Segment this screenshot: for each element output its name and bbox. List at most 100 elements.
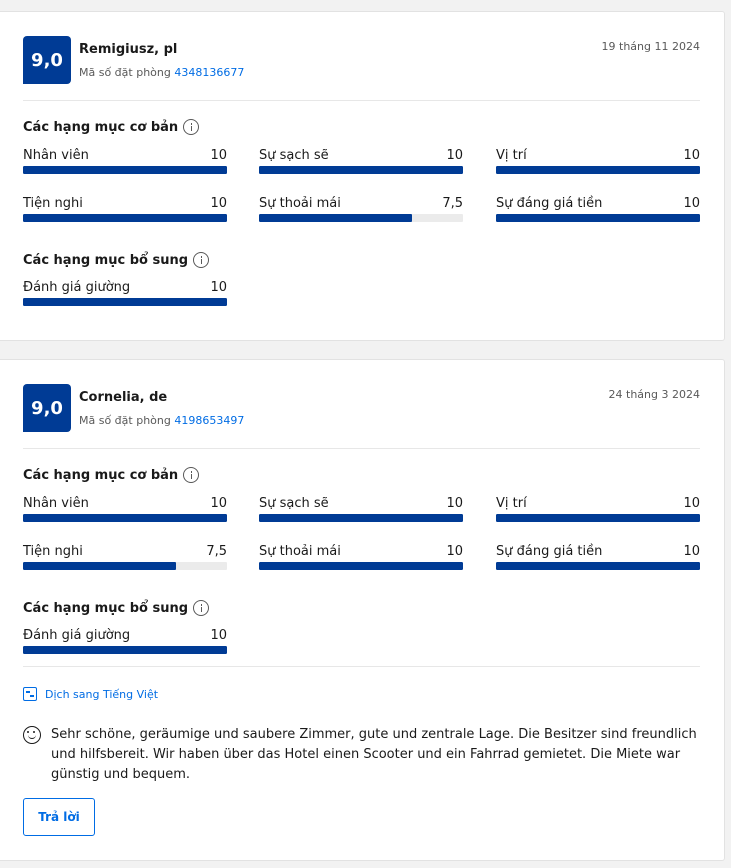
metric-bar-fill: [259, 514, 463, 522]
metric-bar-fill: [23, 214, 227, 222]
metric-bar: [23, 646, 227, 654]
info-icon[interactable]: [183, 467, 200, 483]
metric-bar: [496, 562, 700, 570]
metric-bar-fill: [496, 562, 700, 570]
divider: [23, 100, 700, 101]
score-metric: Nhân viên 10: [23, 496, 227, 522]
score-metric: Vị trí 10: [496, 496, 700, 522]
booking-number-link[interactable]: 4348136677: [174, 66, 245, 79]
metric-value: 10: [210, 196, 227, 211]
metric-value: 10: [446, 148, 463, 163]
metric-bar-fill: [496, 214, 700, 222]
section-title-text: Các hạng mục cơ bản: [23, 119, 179, 135]
score-metric: Sự thoải mái 10: [259, 544, 463, 570]
score-metric: Sự sạch sẽ 10: [259, 148, 463, 174]
metric-value: 7,5: [442, 196, 463, 211]
translate-link[interactable]: Dịch sang Tiếng Việt: [23, 687, 158, 701]
info-icon[interactable]: [183, 119, 200, 135]
metric-label: Sự đáng giá tiền: [496, 196, 603, 211]
review-header: 9,0 Remigiusz, pl Mã số đặt phòng 434813…: [23, 36, 700, 84]
reviewer-name: Remigiusz, pl: [79, 42, 178, 57]
metric-bar: [23, 214, 227, 222]
metric-bar: [23, 514, 227, 522]
metric-label: Sự đáng giá tiền: [496, 544, 603, 559]
metric-bar-fill: [496, 514, 700, 522]
score-metric: Đánh giá giường 10: [23, 280, 227, 306]
extra-categories-title: Các hạng mục bổ sung: [23, 252, 210, 268]
metric-label: Đánh giá giường: [23, 628, 131, 643]
metric-bar-fill: [259, 214, 412, 222]
review-card: 9,0 Cornelia, de Mã số đặt phòng 4198653…: [0, 359, 725, 861]
metric-label: Tiện nghi: [23, 544, 83, 559]
metric-value: 10: [210, 280, 227, 295]
metric-value: 10: [210, 496, 227, 511]
metric-value: 10: [210, 628, 227, 643]
extra-categories-title: Các hạng mục bổ sung: [23, 600, 210, 616]
review-text: Sehr schöne, geräumige und saubere Zimme…: [51, 727, 697, 782]
score-metric: Tiện nghi 10: [23, 196, 227, 222]
section-title-text: Các hạng mục bổ sung: [23, 252, 189, 268]
info-icon[interactable]: [193, 252, 210, 268]
metric-bar-fill: [496, 166, 700, 174]
score-metric: Vị trí 10: [496, 148, 700, 174]
metric-value: 10: [446, 496, 463, 511]
metric-bar: [259, 562, 463, 570]
metric-value: 7,5: [206, 544, 227, 559]
score-metric: Sự đáng giá tiền 10: [496, 544, 700, 570]
basic-categories-title: Các hạng mục cơ bản: [23, 467, 200, 483]
translate-icon: [23, 687, 37, 701]
metric-label: Nhân viên: [23, 148, 89, 163]
score-badge: 9,0: [23, 384, 71, 432]
score-metric: Nhân viên 10: [23, 148, 227, 174]
basic-categories-title: Các hạng mục cơ bản: [23, 119, 200, 135]
metric-label: Nhân viên: [23, 496, 89, 511]
metric-value: 10: [683, 148, 700, 163]
metric-label: Tiện nghi: [23, 196, 83, 211]
metric-label: Sự thoải mái: [259, 196, 341, 211]
metric-bar: [259, 166, 463, 174]
review-header: 9,0 Cornelia, de Mã số đặt phòng 4198653…: [23, 384, 700, 432]
metric-label: Sự sạch sẽ: [259, 148, 329, 163]
metric-label: Vị trí: [496, 148, 527, 163]
score-metric: Đánh giá giường 10: [23, 628, 227, 654]
metric-value: 10: [683, 496, 700, 511]
metric-value: 10: [683, 196, 700, 211]
score-metric: Tiện nghi 7,5: [23, 544, 227, 570]
booking-number-link[interactable]: 4198653497: [174, 414, 245, 427]
metric-label: Đánh giá giường: [23, 280, 131, 295]
metric-label: Sự thoải mái: [259, 544, 341, 559]
metric-value: 10: [210, 148, 227, 163]
info-icon[interactable]: [193, 600, 210, 616]
metric-bar: [496, 214, 700, 222]
metric-label: Vị trí: [496, 496, 527, 511]
metric-label: Sự sạch sẽ: [259, 496, 329, 511]
section-title-text: Các hạng mục bổ sung: [23, 600, 189, 616]
metric-bar: [23, 166, 227, 174]
divider: [23, 666, 700, 667]
score-metric: Sự thoải mái 7,5: [259, 196, 463, 222]
reply-button[interactable]: Trả lời: [23, 798, 95, 836]
metric-bar-fill: [23, 514, 227, 522]
metric-value: 10: [446, 544, 463, 559]
metric-bar-fill: [23, 646, 227, 654]
metric-bar-fill: [23, 166, 227, 174]
review-body: Sehr schöne, geräumige und saubere Zimme…: [23, 725, 700, 785]
reviewer-name: Cornelia, de: [79, 390, 168, 405]
booking-label: Mã số đặt phòng: [79, 414, 171, 427]
metric-bar: [23, 562, 227, 570]
booking-info: Mã số đặt phòng 4198653497: [79, 414, 244, 427]
score-badge: 9,0: [23, 36, 71, 84]
metric-bar-fill: [23, 562, 176, 570]
booking-info: Mã số đặt phòng 4348136677: [79, 66, 244, 79]
divider: [23, 448, 700, 449]
score-metric: Sự đáng giá tiền 10: [496, 196, 700, 222]
review-date: 19 tháng 11 2024: [601, 40, 700, 53]
metric-bar-fill: [259, 166, 463, 174]
metric-bar: [259, 514, 463, 522]
score-metric: Sự sạch sẽ 10: [259, 496, 463, 522]
section-title-text: Các hạng mục cơ bản: [23, 467, 179, 483]
metric-bar-fill: [23, 298, 227, 306]
metric-bar: [496, 166, 700, 174]
smile-icon: [23, 726, 41, 744]
booking-label: Mã số đặt phòng: [79, 66, 171, 79]
